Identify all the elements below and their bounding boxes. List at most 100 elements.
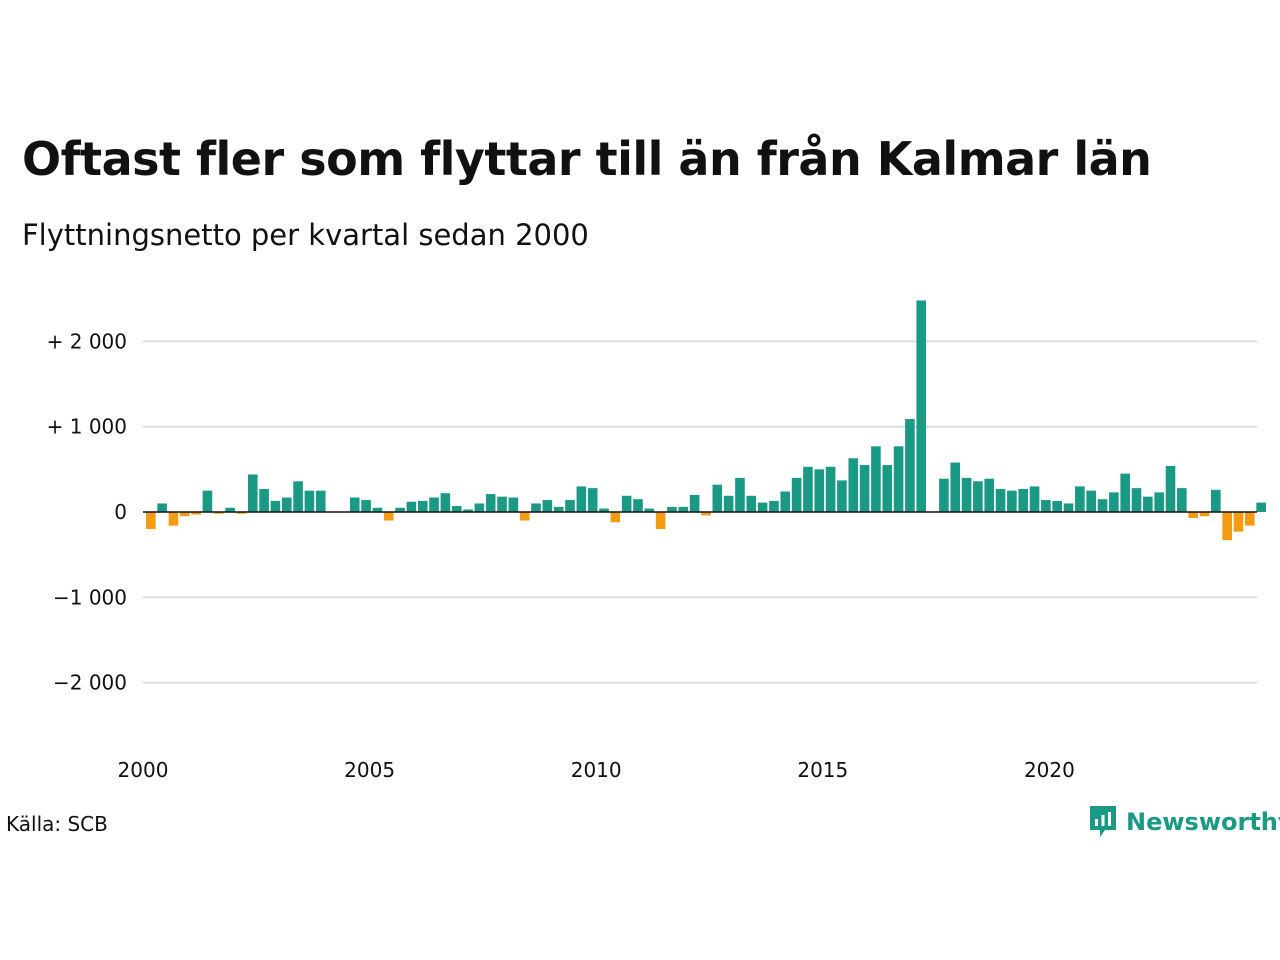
bar-2014-k3 (803, 466, 813, 512)
bar-2008-k2 (519, 512, 530, 521)
bar-2024-k3 (1256, 502, 1266, 512)
bar-2016-k1 (871, 446, 881, 512)
bar-2023-k4 (1222, 512, 1232, 541)
bars (146, 300, 1266, 541)
bar-2012-k2 (701, 512, 711, 516)
bar-2011-k4 (678, 506, 689, 512)
bar-2018-k3 (984, 478, 995, 512)
y-tick-label: + 2 000 (47, 329, 127, 353)
bar-2007-k3 (485, 494, 496, 512)
x-axis-labels: 2000 2005 2010 2015 2020 (118, 758, 1075, 782)
bar-2000-k3 (168, 512, 179, 526)
y-axis-labels: + 2 000 + 1 000 0 −1 000 −2 000 (47, 329, 127, 694)
y-tick-label: + 1 000 (47, 415, 127, 439)
source-note: Källa: SCB (6, 812, 108, 836)
y-tick-label: −2 000 (53, 671, 127, 695)
bar-2001-k2 (202, 490, 213, 512)
bar-2019-k1 (1007, 490, 1017, 512)
chart-title: Oftast fler som flyttar till än från Kal… (22, 132, 1152, 186)
bar-2000-k1 (146, 512, 156, 530)
bar-2014-k2 (791, 477, 802, 512)
bar-2021-k4 (1131, 488, 1142, 512)
bar-2009-k4 (587, 488, 598, 512)
bar-2020-k2 (1063, 503, 1074, 512)
bar-2005-k4 (406, 501, 417, 512)
bar-2015-k4 (859, 465, 870, 512)
bar-2010-k1 (599, 508, 609, 512)
y-tick-label: 0 (114, 500, 127, 524)
bar-2016-k2 (882, 465, 893, 512)
x-tick-label: 2015 (797, 758, 848, 782)
bar-2003-k3 (304, 490, 315, 512)
bar-2005-k3 (395, 507, 405, 512)
bar-2008-k4 (542, 500, 553, 512)
x-tick-label: 2010 (571, 758, 622, 782)
bar-2020-k3 (1075, 486, 1085, 512)
bar-2013-k1 (735, 477, 745, 512)
bar-2003-k1 (281, 497, 292, 512)
bar-2017-k3 (939, 478, 949, 512)
bar-2021-k2 (1109, 492, 1119, 512)
bar-2021-k3 (1120, 473, 1130, 512)
bar-2000-k4 (179, 512, 190, 517)
bar-2006-k1 (417, 500, 428, 512)
bar-2011-k3 (667, 506, 677, 512)
brand-name: Newsworthy (1126, 808, 1280, 836)
bar-2004-k3 (349, 497, 360, 512)
chart-subtitle: Flyttningsnetto per kvartal sedan 2000 (22, 218, 589, 252)
bar-2013-k3 (757, 502, 768, 512)
bar-2005-k1 (372, 507, 383, 512)
bar-2016-k4 (905, 419, 915, 512)
bar-2019-k4 (1041, 500, 1051, 512)
bar-2023-k2 (1199, 512, 1210, 517)
y-tick-label: −1 000 (53, 585, 127, 609)
bar-2020-k4 (1086, 490, 1096, 512)
bar-2019-k3 (1029, 486, 1040, 512)
bar-2022-k4 (1177, 488, 1187, 512)
x-tick-label: 2005 (344, 758, 395, 782)
bar-2000-k2 (157, 503, 167, 512)
bar-2001-k4 (225, 507, 235, 512)
bar-2011-k1 (644, 508, 655, 512)
bar-2022-k3 (1165, 465, 1176, 512)
bar-2020-k1 (1052, 500, 1062, 512)
bar-2014-k4 (814, 469, 825, 512)
bar-2002-k1 (236, 512, 247, 514)
bar-2006-k2 (429, 497, 439, 512)
bar-2008-k1 (508, 497, 519, 512)
bar-2002-k2 (247, 474, 258, 512)
bar-2001-k1 (191, 512, 201, 515)
bar-2015-k2 (837, 480, 847, 512)
bar-2024-k1 (1233, 512, 1244, 532)
bar-2015-k3 (848, 458, 859, 512)
bar-2016-k3 (893, 446, 904, 512)
bar-2002-k3 (259, 488, 269, 512)
bar-2003-k4 (315, 490, 326, 512)
bar-2022-k2 (1154, 492, 1164, 512)
bar-2014-k1 (780, 491, 791, 512)
bar-2023-k3 (1211, 489, 1221, 512)
bar-2008-k3 (531, 503, 541, 512)
bar-2018-k4 (995, 488, 1006, 512)
bar-2010-k2 (610, 512, 621, 523)
bar-2013-k2 (746, 495, 757, 512)
bar-2010-k3 (621, 495, 632, 512)
bar-2012-k3 (712, 484, 723, 512)
x-tick-label: 2000 (118, 758, 169, 782)
bar-2002-k4 (270, 500, 281, 512)
bar-2009-k2 (565, 500, 575, 512)
bar-2007-k1 (463, 509, 473, 512)
bar-2011-k2 (655, 512, 666, 530)
bar-2007-k4 (497, 496, 507, 512)
bar-2018-k1 (961, 477, 972, 512)
bar-2018-k2 (973, 481, 983, 512)
bar-2004-k4 (361, 500, 371, 512)
newsworthy-logo-icon (1090, 806, 1116, 837)
bar-2006-k4 (451, 506, 462, 512)
x-tick-label: 2020 (1024, 758, 1075, 782)
bar-2012-k1 (689, 494, 700, 512)
bar-2022-k1 (1143, 496, 1153, 512)
bar-2009-k3 (576, 486, 587, 512)
bar-2017-k1 (916, 300, 927, 512)
bar-2007-k2 (474, 503, 485, 512)
